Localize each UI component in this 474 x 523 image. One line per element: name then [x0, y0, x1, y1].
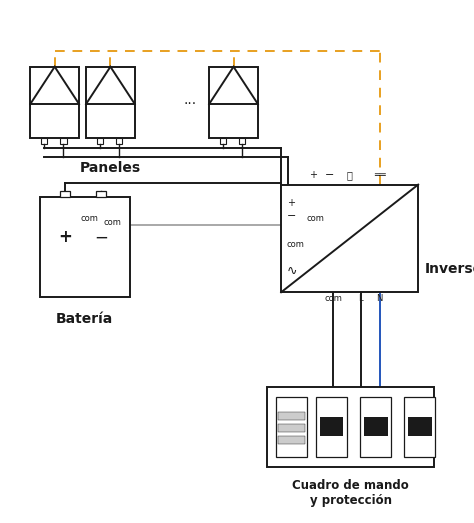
Text: L: L: [358, 294, 363, 303]
Text: com: com: [103, 219, 121, 228]
Bar: [278, 424, 305, 431]
Text: com: com: [307, 214, 325, 223]
Text: N: N: [377, 294, 383, 303]
Bar: [39, 198, 130, 298]
Bar: [209, 67, 258, 139]
Text: −: −: [324, 170, 334, 180]
Text: ∿: ∿: [287, 265, 297, 278]
Bar: [267, 387, 434, 467]
Bar: [116, 139, 122, 143]
Bar: [30, 67, 79, 139]
Text: com: com: [81, 214, 99, 223]
Text: Paneles: Paneles: [80, 161, 141, 175]
Bar: [281, 185, 418, 292]
Bar: [364, 417, 388, 437]
Bar: [360, 396, 391, 457]
Bar: [404, 396, 435, 457]
Text: ⏚: ⏚: [346, 170, 353, 180]
Bar: [278, 412, 305, 419]
Bar: [319, 417, 343, 437]
Bar: [60, 191, 70, 198]
Text: Batería: Batería: [56, 312, 113, 326]
Bar: [275, 396, 307, 457]
Text: Cuadro de mando
y protección: Cuadro de mando y protección: [292, 479, 409, 507]
Bar: [97, 139, 103, 143]
Text: com: com: [287, 240, 305, 249]
Bar: [96, 191, 106, 198]
Text: +: +: [58, 229, 72, 246]
Bar: [219, 139, 226, 143]
Text: ···: ···: [183, 97, 196, 111]
Bar: [316, 396, 347, 457]
Bar: [41, 139, 47, 143]
Text: −: −: [287, 211, 296, 221]
Text: com: com: [324, 294, 342, 303]
Bar: [278, 436, 305, 444]
Bar: [86, 67, 135, 139]
Text: −: −: [94, 229, 108, 246]
Text: Inversor: Inversor: [425, 262, 474, 276]
Bar: [239, 139, 246, 143]
Text: ══: ══: [374, 170, 386, 180]
Bar: [408, 417, 432, 437]
Text: +: +: [309, 170, 317, 180]
Bar: [60, 139, 67, 143]
Text: +: +: [287, 198, 295, 208]
